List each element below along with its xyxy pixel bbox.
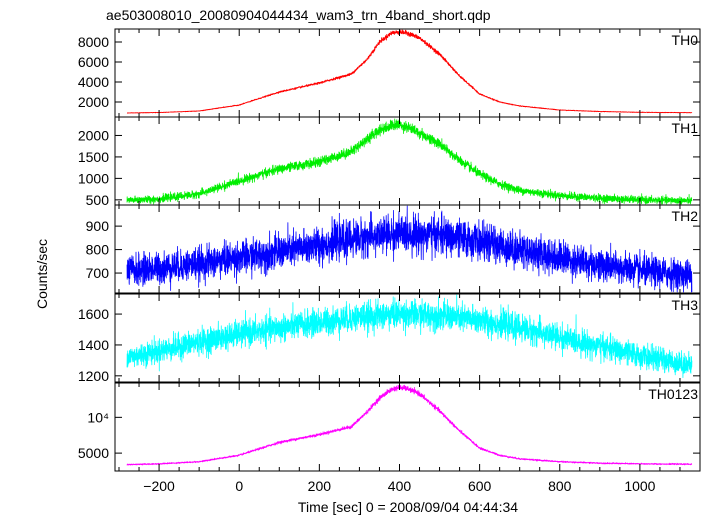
y-tick-label: 1600 <box>78 306 109 322</box>
panel-label-th1: TH1 <box>672 120 699 136</box>
series-line-th0 <box>126 29 693 114</box>
x-tick-label: −200 <box>143 478 175 494</box>
y-tick-label: 5000 <box>78 445 109 461</box>
x-tick-label: 1000 <box>624 478 655 494</box>
y-tick-label: 500 <box>86 192 110 208</box>
panel-label-th2: TH2 <box>672 208 699 224</box>
x-axis-label: Time [sec] 0 = 2008/09/04 04:44:34 <box>298 499 518 515</box>
x-tick-label: 600 <box>468 478 492 494</box>
y-tick-label: 1200 <box>78 368 109 384</box>
y-tick-label: 10⁴ <box>87 409 109 425</box>
series-line-th2 <box>126 205 693 293</box>
y-axis-label: Counts/sec <box>34 239 50 309</box>
x-tick-label: 400 <box>388 478 412 494</box>
series-line-th1 <box>126 118 693 205</box>
y-tick-label: 900 <box>86 218 110 234</box>
panel-label-th0: TH0 <box>672 32 699 48</box>
x-tick-label: 200 <box>308 478 332 494</box>
y-tick-label: 700 <box>86 265 110 281</box>
panel-th2: 700 800 900 TH2 <box>86 204 701 294</box>
panel-label-th0123: TH0123 <box>648 386 698 402</box>
x-tick-label: 800 <box>548 478 572 494</box>
y-tick-label: 1000 <box>78 170 109 186</box>
y-tick-label: 2000 <box>78 127 109 143</box>
panel-th0: 2000 4000 6000 8000 TH0 <box>78 28 701 118</box>
y-tick-label: 800 <box>86 242 110 258</box>
panel-th3: 1200 1400 1600 TH3 <box>78 293 701 384</box>
panel-label-th3: TH3 <box>672 297 699 313</box>
panel-th1: 500 1000 1500 2000 TH1 <box>78 116 701 208</box>
x-tick-label: 0 <box>235 478 243 494</box>
y-tick-label: 8000 <box>78 34 109 50</box>
panel-th0123: 5000 10⁴ TH0123 <box>78 382 701 472</box>
chart-title: ae503008010_20080904044434_wam3_trn_4ban… <box>106 7 491 23</box>
series-line-th3 <box>126 294 693 378</box>
y-tick-label: 1500 <box>78 149 109 165</box>
panel-frame <box>114 28 701 118</box>
y-tick-label: 2000 <box>78 94 109 110</box>
panel-frame <box>114 204 701 294</box>
y-tick-label: 4000 <box>78 74 109 90</box>
series-line-th0123 <box>126 384 693 466</box>
y-tick-label: 1400 <box>78 337 109 353</box>
panel-frame <box>114 293 701 383</box>
panel-frame <box>114 382 701 472</box>
y-tick-label: 6000 <box>78 54 109 70</box>
